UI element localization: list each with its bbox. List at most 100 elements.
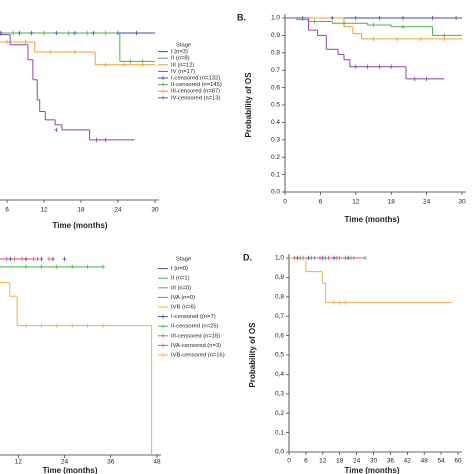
legend-label: IVA-censored (n=3) [171, 343, 221, 349]
legend-label: I-censored (n=132) [171, 76, 220, 82]
x-tick-label: 6 [304, 458, 308, 465]
censor-mark [85, 264, 90, 270]
censor-mark [332, 300, 337, 305]
x-axis-label: Time (months) [345, 466, 400, 474]
censor-mark [430, 15, 435, 21]
censor-mark [103, 62, 108, 67]
censor-mark [50, 256, 55, 262]
censor-mark [312, 19, 317, 24]
censor-mark [8, 256, 13, 262]
censor-mark [412, 76, 417, 82]
censor-mark [29, 30, 34, 36]
x-tick-label: 30 [151, 207, 159, 214]
y-tick-label: 0.7 [271, 67, 280, 74]
y-tick-label: 0,5 [275, 352, 284, 359]
censor-mark [72, 49, 77, 55]
censor-mark [346, 255, 351, 261]
censor-mark [35, 256, 40, 262]
legend-title: Stage [176, 43, 191, 49]
censor-mark [330, 15, 335, 21]
x-tick-label: 24 [114, 207, 122, 214]
censor-mark [0, 30, 3, 36]
censor-mark [85, 30, 90, 36]
censor-mark [103, 30, 108, 36]
legend-label: IVA (n=0) [171, 295, 195, 301]
y-tick-label: 0.3 [271, 137, 280, 144]
legend-label: II (n=8) [171, 56, 190, 62]
x-tick-label: 0 [287, 458, 291, 465]
x-tick-label: 48 [421, 458, 429, 465]
censor-mark [54, 127, 59, 133]
panel: 12 24 36 48 Time (months) Stage I (n=0) II (n=1… [0, 257, 225, 474]
censor-mark [371, 36, 376, 42]
legend-label: III-censored (n=16) [171, 333, 220, 339]
y-tick-label: 0.2 [271, 154, 280, 161]
x-tick-label: 42 [404, 458, 412, 465]
censor-mark [47, 256, 52, 262]
censor-mark [11, 30, 16, 36]
legend-label: II (n=1) [171, 276, 190, 282]
legend-label: III (n=0) [171, 285, 191, 291]
censor-mark [4, 256, 9, 262]
censor-mark [91, 30, 96, 36]
y-axis-label: Probability of OS [244, 72, 253, 138]
x-tick-label: 6 [5, 207, 9, 214]
y-tick-label: 0,2 [275, 410, 284, 417]
x-axis-label: Time (months) [53, 221, 108, 230]
censor-mark [306, 255, 311, 261]
legend-label: I (n=0) [171, 266, 188, 272]
x-tick-label: 24 [61, 459, 69, 466]
legend-label: III-censored (n=87) [171, 89, 220, 95]
panel: 0 6 12 18 24 30 0.0 0.1 0.2 0.3 0.4 0.5 0.6 0.7 0.8 0.9… [237, 12, 466, 224]
censor-mark [418, 36, 423, 42]
censor-mark [337, 255, 342, 261]
x-tick-label: 12 [319, 458, 327, 465]
censor-mark [122, 62, 127, 67]
censor-mark [365, 64, 370, 69]
censor-mark [31, 256, 36, 262]
y-tick-label: 0.6 [271, 84, 280, 91]
legend-label: IV (n=17) [171, 69, 195, 75]
x-tick-label: 12 [352, 199, 360, 206]
censor-mark [295, 255, 300, 261]
y-tick-label: 0,8 [275, 294, 284, 301]
y-axis-label: Probability of OS [248, 322, 257, 388]
x-axis-label: Time (months) [43, 466, 98, 474]
censor-mark [454, 15, 459, 21]
censor-mark [20, 256, 25, 262]
censor-mark [395, 36, 400, 42]
x-tick-label: 30 [370, 458, 378, 465]
x-tick-label: 36 [107, 459, 115, 466]
censor-mark [48, 49, 53, 55]
legend-label: I (n=3) [171, 49, 188, 55]
censor-mark [424, 76, 429, 82]
censor-mark [94, 137, 99, 143]
x-tick-label: 54 [437, 458, 445, 465]
censor-mark [23, 323, 28, 328]
y-tick-label: 0.5 [271, 102, 280, 109]
panel: 0 6 12 18 24 30 36 42 48 54 60 0,0 0,1 0,2 0,3 0,4 0,5 0,… [243, 252, 462, 474]
x-tick-label: 6 [319, 199, 323, 206]
y-tick-label: 0,1 [275, 429, 284, 436]
y-tick-label: 0,4 [275, 371, 284, 378]
x-tick-label: 36 [387, 458, 395, 465]
y-tick-label: 0,9 [275, 274, 284, 281]
censor-mark [353, 64, 358, 69]
censor-mark [377, 15, 382, 21]
legend-label: II-censored (n=25) [171, 324, 219, 330]
y-tick-label: 0,6 [275, 332, 284, 339]
censor-mark [128, 59, 133, 64]
y-tick-label: 1.0 [271, 15, 280, 22]
censor-mark [17, 30, 22, 36]
panel-label: D. [243, 252, 252, 262]
x-tick-label: 24 [353, 458, 361, 465]
censor-mark [42, 30, 46, 36]
y-tick-label: 0,3 [275, 391, 284, 398]
censor-mark [342, 21, 346, 26]
x-axis-label: Time (months) [345, 215, 400, 224]
censor-mark [442, 36, 447, 42]
censor-mark [343, 300, 348, 305]
x-tick-label: 48 [153, 459, 161, 466]
